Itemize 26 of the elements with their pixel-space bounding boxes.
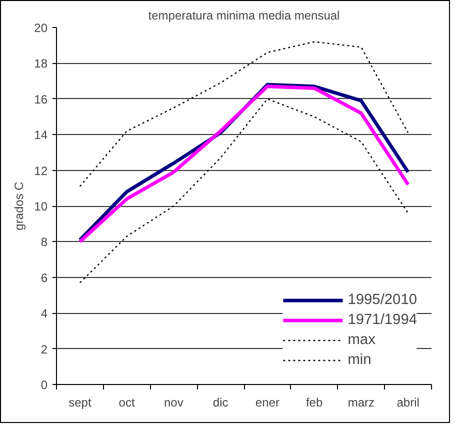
- y-tick-label: 16: [34, 92, 48, 106]
- chart-title: temperatura minima media mensual: [148, 8, 340, 22]
- x-tick-label: sept: [68, 396, 92, 410]
- y-tick-label: 14: [34, 128, 48, 142]
- y-tick-label: 8: [40, 235, 48, 250]
- y-tick-label: 12: [34, 164, 48, 178]
- legend-label: 1995/2010: [348, 292, 417, 308]
- y-tick-label: 18: [34, 56, 48, 71]
- y-tick-label: 6: [40, 270, 48, 285]
- y-tick-label: 2: [40, 342, 48, 356]
- x-tick-label: dic: [212, 396, 228, 410]
- y-tick-label: 0: [40, 378, 48, 392]
- y-axis-title: grados C: [12, 181, 26, 230]
- x-tick-label: abril: [396, 396, 420, 410]
- x-tick-label: feb: [306, 396, 323, 410]
- x-tick-label: oct: [118, 396, 136, 410]
- legend-label: max: [348, 332, 376, 348]
- x-tick-label: ener: [255, 396, 280, 410]
- line-series: [79, 98, 409, 284]
- legend-label: min: [348, 352, 372, 368]
- x-tick-label: nov: [164, 396, 184, 410]
- y-tick-label: 10: [34, 200, 48, 214]
- y-tick-label: 20: [34, 21, 48, 35]
- y-tick-label: 4: [40, 306, 48, 321]
- x-tick-label: marz: [348, 396, 375, 410]
- legend-label: 1971/1994: [348, 312, 417, 328]
